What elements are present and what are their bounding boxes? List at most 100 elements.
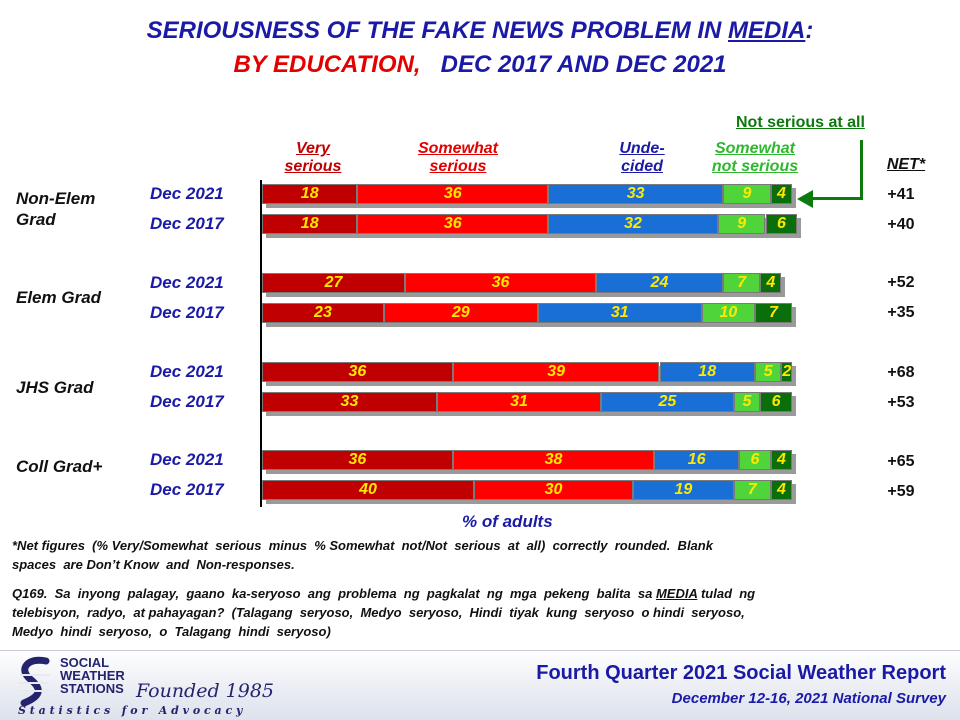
question-media: MEDIA <box>655 586 698 601</box>
header-somewhat-line1: Somewhat <box>417 140 498 157</box>
bar-segment-somewhat-serious: 31 <box>436 392 602 412</box>
bar-segment-not-serious-at-all: 6 <box>760 392 792 412</box>
group-label-jhs: JHS Grad <box>16 378 94 397</box>
chart-title-line2: BY EDUCATION, DEC 2017 AND DEC 2021 <box>0 50 960 80</box>
logo-line2: WEATHER <box>60 668 125 683</box>
bar-segment-not-serious-at-all: 4 <box>760 273 782 293</box>
header-snot-line2: not serious <box>711 158 799 175</box>
logo-line3: STATIONS <box>60 681 124 696</box>
bar-segment-somewhat-not-serious: 7 <box>733 480 771 500</box>
bar-segment-not-serious-at-all: 4 <box>770 480 792 500</box>
footnote-line1: *Net figures (% Very/Somewhat serious mi… <box>12 538 713 553</box>
pointer-arrowhead-icon <box>797 190 813 208</box>
header-undecided-line1: Unde- <box>619 140 665 157</box>
bar-segment-very-serious: 33 <box>262 392 437 412</box>
bar-segment-undecided: 19 <box>633 480 734 500</box>
bar-segment-somewhat-serious: 36 <box>405 273 596 293</box>
bar-segment-not-serious-at-all: 4 <box>770 184 792 204</box>
title-by-education: BY EDUCATION, <box>233 51 421 78</box>
logo-text: SOCIAL WEATHER STATIONS <box>60 656 125 695</box>
title-media: MEDIA <box>728 17 806 44</box>
bar-segment-very-serious: 18 <box>262 184 358 204</box>
header-undecided: Unde- cided <box>604 140 680 176</box>
question-line1: Q169. Sa inyong palagay, gaano ka-seryos… <box>12 584 755 603</box>
bar-segment-undecided: 16 <box>654 450 739 470</box>
bar-segment-undecided: 24 <box>595 273 724 293</box>
row-year-label: Dec 2017 <box>150 303 224 322</box>
pointer-vertical-line <box>860 140 863 200</box>
footnote-line2: spaces are Don’t Know and Non-responses. <box>12 557 295 572</box>
net-value: +41 <box>887 186 915 203</box>
bar-segment-somewhat-serious: 36 <box>357 214 549 234</box>
bar-segment-very-serious: 36 <box>262 362 453 382</box>
row-year-label: Dec 2021 <box>150 362 224 381</box>
logo-founded: Founded 1985 <box>136 680 275 702</box>
chart-title-line1: SERIOUSNESS OF THE FAKE NEWS PROBLEM IN … <box>0 16 960 46</box>
question-text: Q169. Sa inyong palagay, gaano ka-seryos… <box>12 584 755 641</box>
bar-segment-undecided: 18 <box>659 362 755 382</box>
header-snot-line1: Somewhat <box>714 140 795 157</box>
row-year-label: Dec 2017 <box>150 214 224 233</box>
group-label-elem: Elem Grad <box>16 288 102 307</box>
bar-segment-somewhat-not-serious: 5 <box>733 392 761 412</box>
title-dates: DEC 2017 AND DEC 2021 <box>440 51 727 78</box>
bar-segment-very-serious: 27 <box>262 273 406 293</box>
x-axis-label: % of adults <box>462 512 553 531</box>
row-year-label: Dec 2017 <box>150 392 224 411</box>
survey-dates: December 12-16, 2021 National Survey <box>671 690 946 707</box>
bar-segment-somewhat-not-serious: 9 <box>723 184 771 204</box>
net-value: +59 <box>887 483 915 500</box>
question-line1-b: tulad ng <box>697 586 756 601</box>
bar-segment-not-serious-at-all: 6 <box>765 214 798 234</box>
header-somewhat-not-serious: Somewhat not serious <box>690 140 820 176</box>
net-value: +53 <box>887 394 915 411</box>
bar-segment-not-serious-at-all: 2 <box>781 362 792 382</box>
bar-segment-somewhat-serious: 29 <box>383 303 538 323</box>
bar-segment-somewhat-not-serious: 9 <box>717 214 766 234</box>
sws-logo-icon <box>18 656 50 707</box>
row-year-label: Dec 2017 <box>150 480 224 499</box>
bar-segment-somewhat-not-serious: 7 <box>723 273 761 293</box>
row-year-label: Dec 2021 <box>150 273 224 292</box>
logo-tagline: S t a t i s t i c s f o r A d v o c a c … <box>18 704 243 717</box>
net-value: +35 <box>887 304 915 321</box>
bar-segment-undecided: 32 <box>548 214 718 234</box>
bar-segment-not-serious-at-all: 4 <box>770 450 792 470</box>
bar-segment-very-serious: 40 <box>262 480 474 500</box>
header-not-serious-at-all: Not serious at all <box>736 114 865 131</box>
bar-segment-undecided: 33 <box>548 184 724 204</box>
logo-line1: SOCIAL <box>60 655 110 670</box>
bar-segment-very-serious: 18 <box>262 214 358 234</box>
group-label-non-elem: Non-Elem Grad <box>16 188 95 230</box>
question-line2: telebisyon, radyo, at pahayagan? (Talaga… <box>12 605 745 620</box>
bar-segment-very-serious: 23 <box>262 303 384 323</box>
bar-segment-somewhat-not-serious: 5 <box>754 362 782 382</box>
report-title: Fourth Quarter 2021 Social Weather Repor… <box>536 662 946 684</box>
header-somewhat-serious: Somewhat serious <box>397 140 519 176</box>
bar-segment-undecided: 25 <box>601 392 734 412</box>
question-line3: Medyo hindi seryoso, o Talagang hindi se… <box>12 624 331 639</box>
pointer-horizontal-line <box>808 197 863 200</box>
bar-segment-very-serious: 36 <box>262 450 453 470</box>
question-line1-a: Q169. Sa inyong palagay, gaano ka-seryos… <box>12 586 656 601</box>
bar-segment-somewhat-serious: 30 <box>474 480 633 500</box>
net-value: +40 <box>887 216 915 233</box>
header-undecided-line2: cided <box>621 158 663 175</box>
net-value: +65 <box>887 453 915 470</box>
bar-segment-somewhat-serious: 36 <box>357 184 549 204</box>
header-very-line2: serious <box>284 158 342 175</box>
net-value: +52 <box>887 274 915 291</box>
row-year-label: Dec 2021 <box>150 184 224 203</box>
footer-band <box>0 650 960 720</box>
bar-segment-somewhat-serious: 39 <box>452 362 660 382</box>
bar-segment-somewhat-not-serious: 10 <box>701 303 755 323</box>
group-label-coll: Coll Grad+ <box>16 457 103 476</box>
header-somewhat-line2: serious <box>429 158 487 175</box>
group-label-line1: Non-Elem <box>16 189 96 208</box>
header-very-serious: Very serious <box>268 140 358 176</box>
footer-divider <box>0 650 960 651</box>
net-value: +68 <box>887 364 915 381</box>
bar-segment-undecided: 31 <box>537 303 702 323</box>
bar-segment-somewhat-serious: 38 <box>452 450 655 470</box>
header-very-line1: Very <box>295 140 331 157</box>
